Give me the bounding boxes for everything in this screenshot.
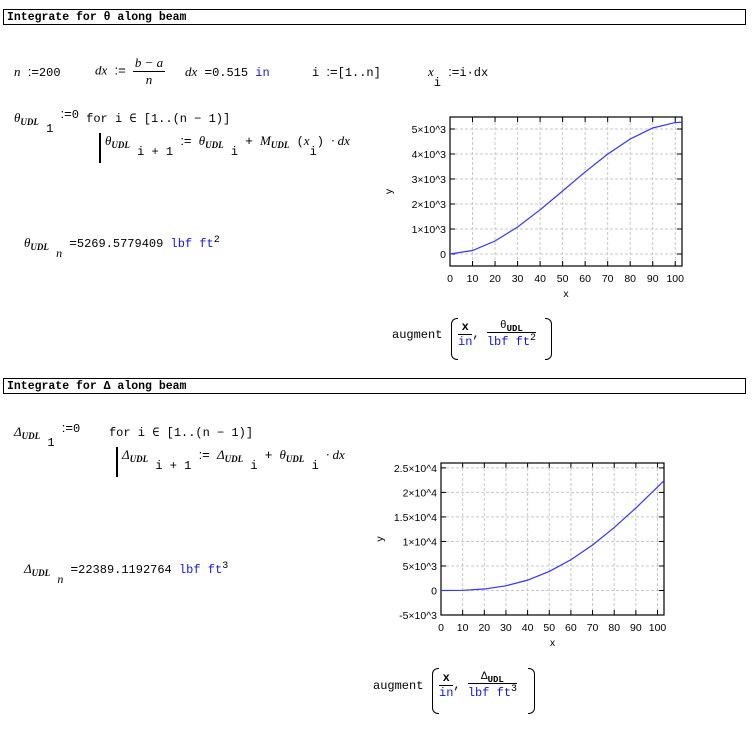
data-series-line <box>440 480 665 592</box>
x-tick-label: 70 <box>587 622 599 634</box>
y-tick-label: 5×10^3 <box>403 561 438 573</box>
y-tick-label: 3×10^3 <box>412 174 447 186</box>
x-tick-label: 40 <box>534 273 546 285</box>
y-tick-label: 0 <box>431 585 437 597</box>
theta-result[interactable]: θUDL n =5269.5779409 lbf ft2 <box>24 235 220 260</box>
x-tick-label: 90 <box>647 273 659 285</box>
y-axis-label: y <box>374 536 386 542</box>
left-paren <box>451 318 458 360</box>
x-axis-label: x <box>563 288 569 300</box>
y-tick-label: 0 <box>440 249 446 261</box>
theta-loop-body[interactable]: θUDL i + 1 := θUDL i + MUDL (xi) · dx <box>105 133 350 159</box>
x-tick-label: 30 <box>512 273 524 285</box>
y-tick-label: 1×10^4 <box>403 536 438 548</box>
theta-loop-init[interactable]: θUDL 1 :=0 for i ∈ [1..(n − 1)] <box>14 106 231 136</box>
dx-evaluation[interactable]: dx =0.515 in <box>185 64 270 80</box>
augment-args[interactable]: x in, ΔUDL lbf ft3 <box>439 671 518 700</box>
delta-result[interactable]: ΔUDL n =22389.1192764 lbf ft3 <box>24 561 229 586</box>
y-tick-label: 1×10^3 <box>412 224 447 236</box>
program-bar <box>99 133 101 163</box>
augment-label: augment <box>373 679 424 693</box>
y-tick-label: 2.5×10^4 <box>394 463 437 475</box>
augment-label: augment <box>392 328 443 342</box>
x-tick-label: 80 <box>608 622 620 634</box>
n-definition[interactable]: n :=200 <box>14 64 61 80</box>
x-tick-label: 60 <box>565 622 577 634</box>
delta-loop-init[interactable]: ΔUDL 1 :=0 for i ∈ [1..(n − 1)] <box>14 420 254 450</box>
x-tick-label: 40 <box>522 622 534 634</box>
x-tick-label: 0 <box>438 622 444 634</box>
section-header-theta[interactable]: Integrate for θ along beam <box>3 9 746 25</box>
y-tick-label: -5×10^3 <box>399 610 437 622</box>
i-range-definition[interactable]: i :=[1..n] <box>312 64 381 80</box>
x-tick-label: 0 <box>447 273 453 285</box>
x-tick-label: 60 <box>579 273 591 285</box>
data-series-line <box>449 121 683 255</box>
y-tick-label: 4×10^3 <box>412 149 447 161</box>
y-tick-label: 2×10^4 <box>403 487 438 499</box>
y-tick-label: 5×10^3 <box>412 124 447 136</box>
x-tick-label: 10 <box>457 622 469 634</box>
augment-args[interactable]: x in, θUDL lbf ft2 <box>458 320 537 349</box>
x-tick-label: 20 <box>489 273 501 285</box>
x-tick-label: 80 <box>624 273 636 285</box>
right-paren <box>545 318 552 360</box>
right-paren <box>528 668 535 714</box>
section-header-delta[interactable]: Integrate for Δ along beam <box>3 378 746 394</box>
delta-loop-body[interactable]: ΔUDL i + 1 := ΔUDL i + θUDL i · dx <box>122 447 345 473</box>
plot-frame <box>440 462 665 616</box>
left-paren <box>432 668 439 714</box>
y-axis-label: y <box>383 188 395 194</box>
y-tick-label: 1.5×10^4 <box>394 512 437 524</box>
program-bar <box>116 447 118 477</box>
x-tick-label: 50 <box>543 622 555 634</box>
x-tick-label: 20 <box>478 622 490 634</box>
x-tick-label: 30 <box>500 622 512 634</box>
x-tick-label: 70 <box>602 273 614 285</box>
x-tick-label: 90 <box>630 622 642 634</box>
theta-plot[interactable]: 0 10 20 30 40 50 60 70 80 90 100 0 1×10^3 2×10^3 3×10^… <box>380 105 700 305</box>
x-axis-label: x <box>550 637 556 649</box>
x-tick-label: 10 <box>467 273 479 285</box>
x-tick-label: 50 <box>557 273 569 285</box>
x-definition[interactable]: xi :=i·dx <box>428 64 489 90</box>
delta-plot[interactable]: 0 10 20 30 40 50 60 70 80 90 100-5×10^305×10^31×10… <box>360 452 680 662</box>
plot-frame <box>449 116 683 267</box>
x-tick-label: 100 <box>666 273 684 285</box>
y-tick-label: 2×10^3 <box>412 199 447 211</box>
x-tick-label: 100 <box>649 622 667 634</box>
